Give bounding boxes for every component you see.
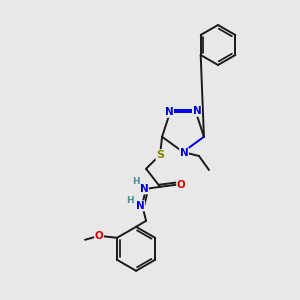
Text: O: O	[177, 180, 185, 190]
Text: O: O	[94, 231, 103, 241]
Text: H: H	[126, 196, 134, 205]
Text: N: N	[165, 107, 173, 117]
Text: N: N	[136, 201, 145, 211]
Text: S: S	[156, 150, 164, 160]
Text: N: N	[193, 106, 201, 116]
Text: N: N	[140, 184, 148, 194]
Text: N: N	[180, 148, 188, 158]
Text: H: H	[132, 177, 140, 186]
